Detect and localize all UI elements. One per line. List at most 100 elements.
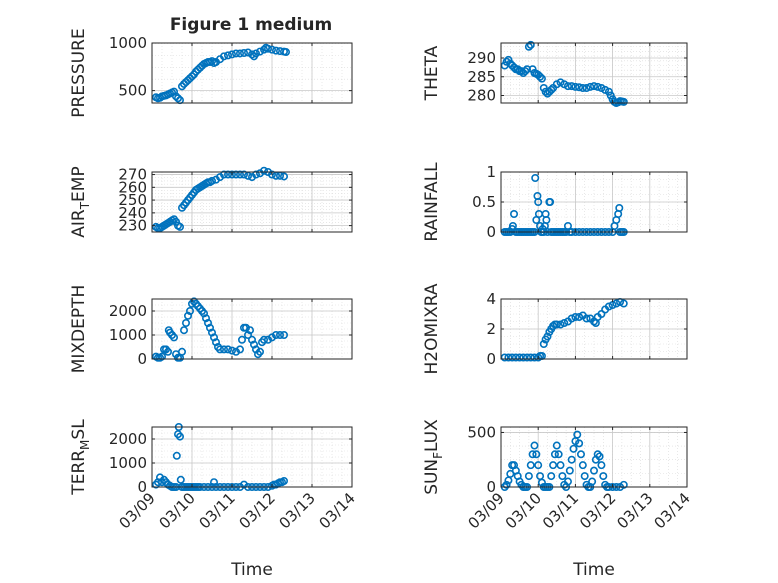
data-point xyxy=(612,299,621,308)
y-axis-label: THETA xyxy=(422,45,442,101)
data-point xyxy=(604,302,613,311)
data-point xyxy=(208,176,217,185)
subplot-rainfall: 0 0.5 1 RAINFALL xyxy=(422,162,688,242)
data-point xyxy=(526,40,535,49)
data-point xyxy=(549,321,558,330)
data-point xyxy=(556,461,565,470)
axes-box xyxy=(500,42,688,104)
data-point xyxy=(523,353,532,362)
data-point xyxy=(172,217,181,226)
data-point xyxy=(279,172,288,181)
y-tick-label: 1000 xyxy=(109,326,147,344)
data-point xyxy=(569,444,578,453)
data-point xyxy=(575,83,584,92)
data-point xyxy=(578,461,587,470)
x-tick-label: 03/12 xyxy=(236,489,279,532)
subplot-h2omixra: 0 2 4 H2OMIXRA xyxy=(422,283,688,375)
data-point xyxy=(176,475,185,484)
data-point xyxy=(228,170,237,179)
axes-box xyxy=(151,298,353,360)
data-point xyxy=(550,450,559,459)
data-point xyxy=(552,441,561,450)
data-point xyxy=(504,353,513,362)
data-point xyxy=(267,170,276,179)
data-point xyxy=(558,472,567,481)
data-point xyxy=(575,439,584,448)
data-point xyxy=(279,476,288,485)
y-tick-label: 260 xyxy=(118,178,147,196)
data-point xyxy=(255,347,264,356)
data-point xyxy=(530,441,539,450)
data-point xyxy=(567,455,576,464)
data-point xyxy=(182,318,191,327)
data-point xyxy=(546,198,555,207)
data-point xyxy=(526,353,535,362)
data-point xyxy=(537,74,546,83)
data-point xyxy=(519,353,528,362)
data-point xyxy=(521,67,530,76)
data-point xyxy=(549,461,558,470)
y-axis-label: TERRMSL xyxy=(69,419,92,496)
data-point xyxy=(580,472,589,481)
data-point xyxy=(531,174,540,183)
data-point xyxy=(220,170,229,179)
data-point xyxy=(271,171,280,180)
data-point xyxy=(281,48,290,57)
y-axis-label: SUNFLUX xyxy=(422,419,445,495)
x-axis-label: Time xyxy=(572,560,615,580)
data-point xyxy=(248,50,257,59)
data-point xyxy=(252,49,261,58)
data-point xyxy=(578,84,587,93)
y-tick-label: 1000 xyxy=(109,454,147,472)
data-point xyxy=(275,330,284,339)
subplot-sun_flux: 050003/0903/1003/1103/1203/1303/14TimeSU… xyxy=(422,419,694,580)
data-point xyxy=(619,299,628,308)
data-point xyxy=(174,94,183,103)
x-axis-label: Time xyxy=(230,560,273,580)
data-point xyxy=(271,46,280,55)
data-point xyxy=(524,42,533,51)
data-point xyxy=(502,480,511,489)
y-tick-label: 2000 xyxy=(109,430,147,448)
data-point xyxy=(532,450,541,459)
data-point xyxy=(255,47,264,56)
y-tick-label: 0.5 xyxy=(472,193,496,211)
y-tick-label: 240 xyxy=(118,204,147,222)
data-point xyxy=(267,45,276,54)
data-point xyxy=(224,51,233,60)
data-point xyxy=(252,170,261,179)
data-point xyxy=(158,352,167,361)
x-tick-label: 03/11 xyxy=(196,489,239,532)
x-tick-label: 03/14 xyxy=(651,489,694,532)
data-point xyxy=(571,312,580,321)
data-point xyxy=(597,461,606,470)
data-point xyxy=(534,198,543,207)
data-point xyxy=(593,82,602,91)
data-point xyxy=(571,82,580,91)
y-tick-label: 285 xyxy=(467,68,496,86)
data-point xyxy=(619,480,628,489)
y-tick-label: 0 xyxy=(486,478,496,496)
data-point xyxy=(240,170,249,179)
data-point xyxy=(176,222,185,231)
y-axis-label: MIXDEPTH xyxy=(69,285,89,374)
data-point xyxy=(575,312,584,321)
data-point xyxy=(582,84,591,93)
data-point xyxy=(188,72,197,81)
data-point xyxy=(560,318,569,327)
data-point xyxy=(259,335,268,344)
data-point xyxy=(172,451,181,460)
data-point xyxy=(515,353,524,362)
data-point xyxy=(164,347,173,356)
data-point xyxy=(180,326,189,335)
x-tick-label: 03/14 xyxy=(316,489,359,532)
data-point xyxy=(500,353,509,362)
subplot-mixdepth: 0 1000 2000 MIXDEPTH xyxy=(69,285,353,374)
data-point xyxy=(236,345,245,354)
data-point xyxy=(556,320,565,329)
data-point xyxy=(588,477,597,486)
data-point xyxy=(547,472,556,481)
